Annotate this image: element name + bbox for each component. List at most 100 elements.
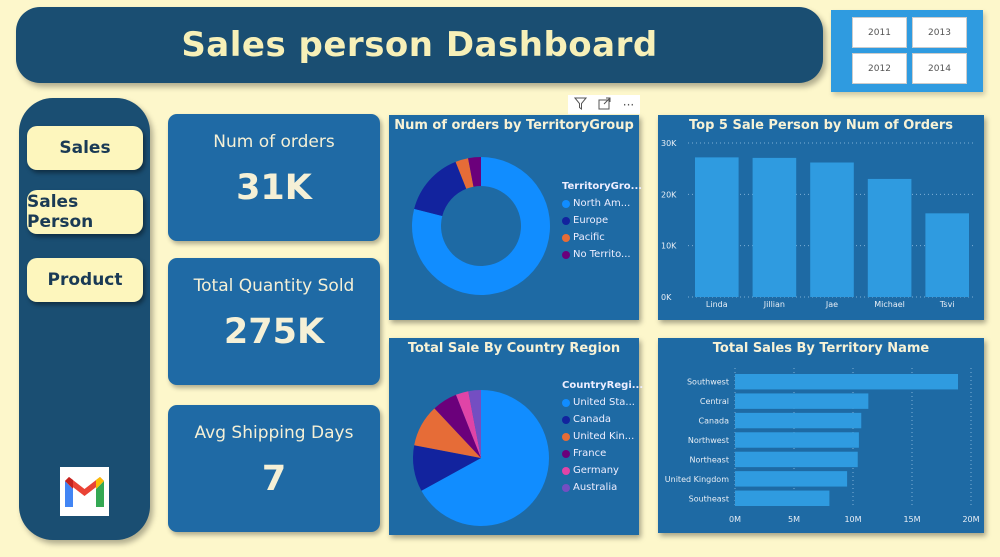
legend-label: Pacific <box>573 232 605 243</box>
y-tick-label: Canada <box>699 417 730 426</box>
legend-marker <box>562 216 570 225</box>
legend-label: United Kin... <box>573 431 635 442</box>
legend-title: TerritoryGro... <box>562 181 643 192</box>
bar-central <box>735 393 869 409</box>
kpi-label: Avg Shipping Days <box>194 423 354 443</box>
legend-item[interactable]: Pacific <box>562 232 642 243</box>
bar-chart: 0M 5M 10M 15M 20M Southwest Central Canada North… <box>665 368 980 524</box>
legend-label: North Am... <box>573 198 631 209</box>
legend-label: United Sta... <box>573 397 635 408</box>
chart-title: Top 5 Sale Person by Num of Orders <box>689 118 953 133</box>
legend-label: Europe <box>573 215 609 226</box>
nav-sales-button[interactable]: Sales <box>27 126 143 170</box>
kpi-value: 31K <box>236 168 312 208</box>
donut-chart-card: Num of orders by TerritoryGroup Territor… <box>389 115 643 320</box>
bar-tsvi <box>925 213 969 297</box>
legend-item[interactable]: No Territo... <box>562 249 642 260</box>
nav-product-button[interactable]: Product <box>27 258 143 302</box>
column-chart: 0K 10K 20K 30K Linda Jillian Jae Michael Tsvi <box>661 139 976 309</box>
x-tick-label: 15M <box>903 515 920 524</box>
x-tick-label: Jillian <box>763 300 785 309</box>
bar-southeast <box>735 490 830 506</box>
y-tick-label: Southeast <box>689 494 729 503</box>
slice-north-am- <box>412 157 550 295</box>
gmail-icon[interactable] <box>60 467 109 516</box>
legend-item[interactable]: Europe <box>562 215 642 226</box>
x-tick-label: 10M <box>844 515 861 524</box>
kpi-label: Num of orders <box>213 132 335 152</box>
slice-pacific <box>455 158 474 189</box>
kpi-num-orders: Num of orders 31K <box>168 114 380 241</box>
legend-marker <box>562 233 570 242</box>
bar-southwest <box>735 374 959 390</box>
legend-marker <box>562 466 570 475</box>
chart-title: Total Sale By Country Region <box>407 341 621 356</box>
legend: CountryRegi... United Sta... Canada United … <box>562 380 643 499</box>
slice-germany <box>455 391 481 458</box>
slice-united-sta- <box>421 390 549 526</box>
kpi-avg-shipping: Avg Shipping Days 7 <box>168 405 380 532</box>
bar-linda <box>695 157 739 297</box>
year-2012-button[interactable]: 2012 <box>852 53 907 84</box>
x-tick-label: 0M <box>729 515 741 524</box>
legend-marker <box>562 199 570 208</box>
y-tick-label: 20K <box>661 190 677 199</box>
legend-title: CountryRegi... <box>562 380 644 391</box>
legend-label: Australia <box>573 482 618 493</box>
slice-europe <box>414 161 467 217</box>
legend-marker <box>562 483 570 492</box>
focus-mode-icon[interactable] <box>598 97 611 113</box>
territory-sales-chart-card: Total Sales By Territory Name 0M 5M 10M 15M… <box>658 338 984 533</box>
year-2013-button[interactable]: 2013 <box>912 17 967 48</box>
kpi-total-quantity: Total Quantity Sold 275K <box>168 258 380 385</box>
nav-sales-person-button[interactable]: Sales Person <box>27 190 143 234</box>
legend-item[interactable]: Canada <box>562 414 643 425</box>
year-2014-button[interactable]: 2014 <box>912 53 967 84</box>
top-salesperson-chart-card: Top 5 Sale Person by Num of Orders 0K 10K… <box>658 115 984 320</box>
legend-label: No Territo... <box>573 249 631 260</box>
sidebar: Sales Sales Person Product <box>19 98 150 540</box>
y-tick-label: 10K <box>661 242 677 251</box>
legend-item[interactable]: North Am... <box>562 198 642 209</box>
legend-item[interactable]: United Sta... <box>562 397 643 408</box>
bar-united-kingdom <box>735 471 848 487</box>
y-tick-label: United Kingdom <box>665 475 729 484</box>
kpi-label: Total Quantity Sold <box>193 276 355 296</box>
legend-item[interactable]: France <box>562 448 643 459</box>
pie-chart <box>413 390 549 526</box>
x-tick-label: Tsvi <box>939 300 955 309</box>
page-title: Sales person Dashboard <box>181 25 658 65</box>
visual-toolbar: ··· <box>568 95 640 114</box>
slice-france <box>434 394 481 458</box>
x-tick-label: Linda <box>706 300 728 309</box>
bar-northeast <box>735 451 858 468</box>
legend-item[interactable]: Germany <box>562 465 643 476</box>
legend-label: Canada <box>573 414 612 425</box>
legend-label: Germany <box>573 465 619 476</box>
y-tick-label: Northeast <box>689 455 729 464</box>
legend-marker <box>562 432 570 441</box>
x-tick-label: Jae <box>825 300 838 309</box>
donut-chart <box>412 157 550 295</box>
chart-title: Total Sales By Territory Name <box>712 341 930 356</box>
legend-label: France <box>573 448 607 459</box>
bar-jillian <box>752 157 797 297</box>
y-tick-label: Southwest <box>687 378 729 387</box>
x-tick-label: Michael <box>874 300 905 309</box>
legend-marker <box>562 250 570 259</box>
y-tick-label: 0K <box>661 293 672 302</box>
legend-marker <box>562 449 570 458</box>
legend-item[interactable]: Australia <box>562 482 643 493</box>
filter-icon[interactable] <box>573 97 587 113</box>
year-2011-button[interactable]: 2011 <box>852 17 907 48</box>
kpi-value: 275K <box>223 312 325 352</box>
kpi-value: 7 <box>261 459 287 499</box>
legend-marker <box>562 415 570 424</box>
bar-jae <box>810 162 854 297</box>
slice-australia <box>468 390 481 458</box>
legend-item[interactable]: United Kin... <box>562 431 643 442</box>
year-slicer: 2011 2013 2012 2014 <box>831 10 983 92</box>
more-options-icon[interactable]: ··· <box>622 97 635 112</box>
bar-northwest <box>735 432 859 448</box>
chart-title: Num of orders by TerritoryGroup <box>394 118 634 133</box>
